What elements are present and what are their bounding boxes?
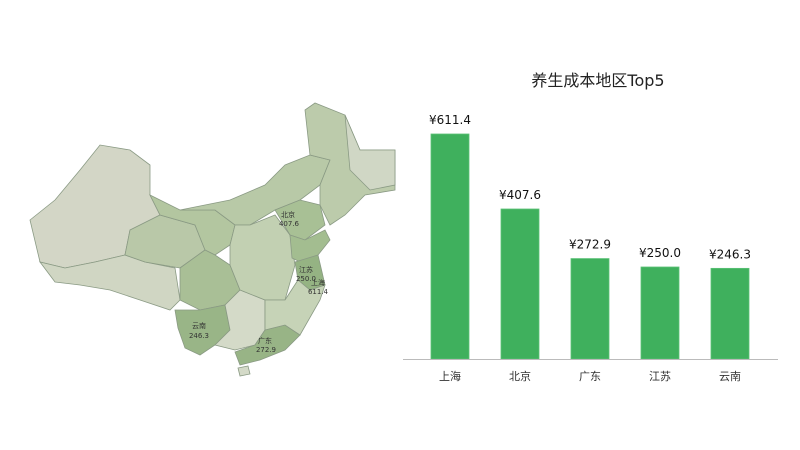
bar-1[interactable]	[500, 208, 540, 360]
region-central[interactable]	[229, 214, 296, 301]
svg-text:云南: 云南	[192, 321, 206, 330]
svg-text:北京: 北京	[281, 210, 295, 219]
svg-text:江苏: 江苏	[299, 265, 313, 274]
bar-2[interactable]	[570, 258, 610, 360]
map-label-guangdong: 广东 272.9	[256, 336, 276, 354]
bar-value-label: ¥246.3	[709, 247, 751, 261]
bar-value-label: ¥272.9	[569, 238, 611, 252]
map-label-beijing: 北京 407.6	[279, 210, 300, 228]
svg-text:上海: 上海	[311, 278, 325, 287]
svg-text:272.9: 272.9	[256, 346, 276, 354]
map-label-yunnan: 云南 246.3	[189, 321, 209, 340]
region-yunnan[interactable]	[174, 304, 231, 356]
bar-4[interactable]	[710, 267, 750, 360]
x-tick-label: 江苏	[649, 370, 671, 383]
map-label-shanghai: 上海 611.4	[308, 278, 329, 296]
svg-text:246.3: 246.3	[189, 332, 209, 340]
x-tick-label: 广东	[579, 370, 601, 383]
bar-value-label: ¥250.0	[639, 246, 681, 260]
bar-3[interactable]	[640, 266, 680, 360]
map-label-jiangsu: 江苏 250.0	[296, 265, 316, 283]
bar-value-label: ¥611.4	[429, 113, 471, 127]
bar-chart: 养生成本地区Top5 ¥611.4 上海 ¥407.6 北京 ¥272.9 广东 ¥250.…	[403, 71, 778, 383]
x-tick-label: 北京	[509, 369, 531, 383]
chart-title: 养生成本地区Top5	[531, 71, 664, 90]
bar-value-label: ¥407.6	[499, 188, 541, 202]
region-southeast[interactable]	[264, 279, 326, 336]
x-tick-label: 上海	[439, 369, 461, 383]
region-heilongjiang-east[interactable]	[344, 114, 396, 191]
bar-0[interactable]	[430, 133, 470, 360]
china-map: 北京 407.6 江苏 250.0 上海 611.4 云南 246.3 广东 2…	[29, 102, 396, 377]
x-tick-label: 云南	[719, 370, 741, 383]
svg-text:广东: 广东	[258, 336, 272, 345]
region-hainan[interactable]	[237, 365, 251, 377]
region-shandong[interactable]	[289, 229, 331, 263]
svg-text:407.6: 407.6	[279, 220, 300, 228]
svg-text:250.0: 250.0	[296, 275, 316, 283]
svg-text:611.4: 611.4	[308, 288, 329, 296]
